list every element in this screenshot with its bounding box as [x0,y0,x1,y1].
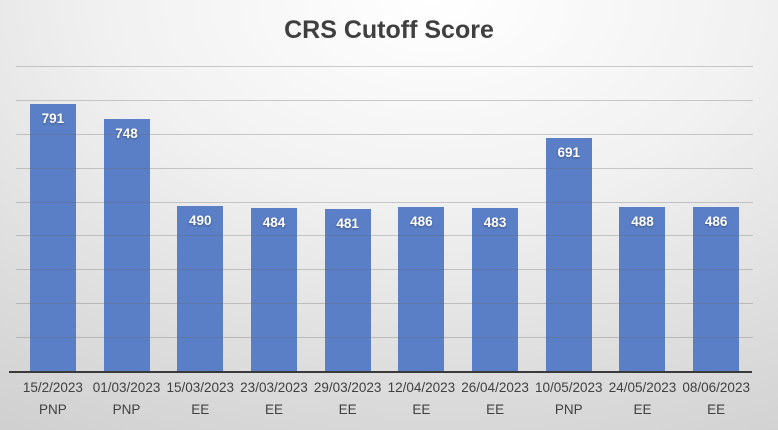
bar-3: 484 [250,207,297,372]
x-axis-label-category: EE [633,402,652,417]
bar-value-label: 748 [115,125,138,141]
chart-title: CRS Cutoff Score [284,16,494,44]
x-axis-label-date: 12/04/2023 [387,380,456,395]
x-axis-label-date: 23/03/2023 [240,380,308,395]
bar-value-label: 791 [41,110,65,126]
x-axis-label-category: EE [191,402,210,417]
x-axis-label-category: PNP [38,402,67,417]
x-axis-label: 26/04/2023 EE [458,379,532,419]
x-axis-label-date: 08/06/2023 [682,380,750,395]
bar-value-label: 691 [557,144,581,160]
bar-4: 481 [324,209,371,372]
x-axis-label-category: PNP [554,402,583,417]
bars-layer: 791 748 490 484 481 486 483 691 488 486 [16,67,753,372]
x-axis-label: 29/03/2023 EE [311,379,385,419]
x-axis-line [9,371,752,373]
x-axis-label-category: EE [264,402,283,417]
x-axis-label-category: EE [486,402,505,417]
bar-slot: 791 [16,67,90,372]
x-axis-label-category: EE [707,402,726,417]
bar-slot: 483 [458,67,532,372]
x-axis-label: 12/04/2023 EE [385,379,459,419]
x-axis-label-date: 29/03/2023 [313,380,382,395]
bar-5: 486 [398,207,445,372]
x-axis-label-date: 24/05/2023 [608,380,677,395]
x-axis-label-date: 15/03/2023 [166,380,235,395]
x-axis-label: 10/05/2023 PNP [532,379,606,419]
bar-value-label: 481 [336,216,359,231]
x-axis-label-date: 15/2/2023 [22,380,83,395]
bar-value-label: 486 [410,214,433,230]
bar-value-label: 488 [631,213,654,229]
bar-value-label: 483 [483,215,507,231]
bar-8: 488 [619,206,666,372]
x-axis-label: 24/05/2023 EE [606,379,680,419]
bar-value-label: 490 [188,212,212,228]
bar-0: 791 [29,103,76,372]
bar-6: 483 [472,208,519,372]
bar-slot: 748 [90,67,164,372]
bar-9: 486 [693,207,740,372]
bar-2: 490 [177,205,224,372]
bar-value-label: 484 [262,214,286,230]
plot-area: 791 748 490 484 481 486 483 691 488 486 [16,66,753,372]
x-axis-label-category: EE [412,402,431,417]
bar-slot: 488 [606,67,680,372]
bar-slot: 490 [163,67,237,372]
x-axis-label-category: EE [338,402,357,417]
bar-slot: 486 [679,67,753,372]
x-axis-label: 01/03/2023 PNP [90,379,164,419]
x-axis-label: 15/2/2023 PNP [16,379,90,419]
bar-value-label: 486 [704,214,728,230]
bar-slot: 486 [385,67,459,372]
x-axis-label: 15/03/2023 EE [163,379,237,419]
bar-1: 748 [103,118,150,372]
x-axis-label-date: 10/05/2023 [534,380,603,395]
x-axis-label-date: 01/03/2023 [92,380,161,395]
x-axis-label-date: 26/04/2023 [461,380,529,395]
x-axis-label: 23/03/2023 EE [237,379,311,419]
bar-slot: 484 [237,67,311,372]
bar-7: 691 [545,137,592,372]
bar-slot: 481 [311,67,385,372]
x-axis-label-category: PNP [112,402,141,417]
x-axis-labels: 15/2/2023 PNP 01/03/2023 PNP 15/03/2023 EE 23/… [16,379,753,419]
x-axis-label: 08/06/2023 EE [679,379,753,419]
bar-slot: 691 [532,67,606,372]
